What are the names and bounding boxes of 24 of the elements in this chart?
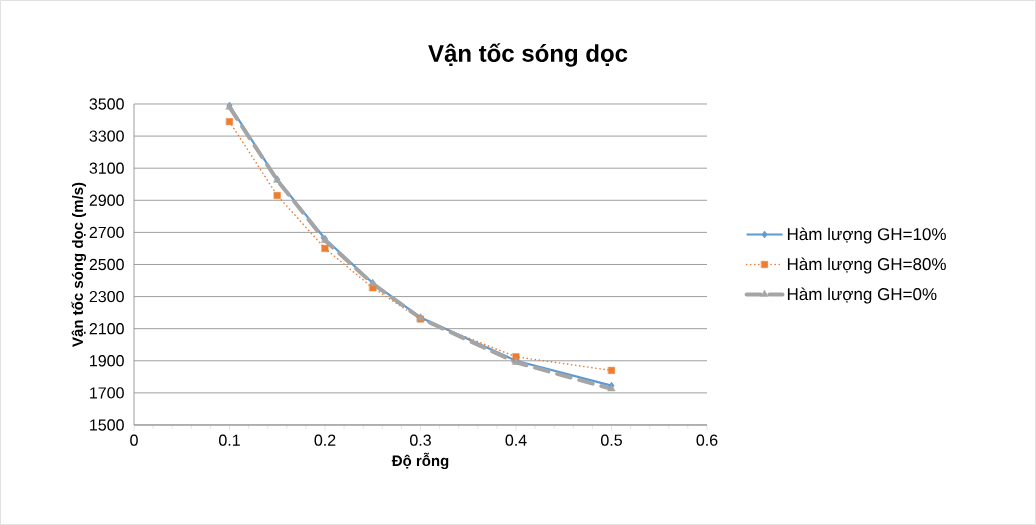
y-axis-title: Vận tốc sóng dọc (m/s) <box>71 182 87 347</box>
legend-label: Hàm lượng GH=80% <box>787 257 946 274</box>
y-tick-label: 1700 <box>90 387 124 399</box>
x-tick-label: 0.2 <box>314 434 336 446</box>
y-tick-label: 2500 <box>89 258 124 271</box>
x-tick-label: 0.1 <box>219 434 240 446</box>
y-tick-label: 2300 <box>89 290 124 303</box>
y-tick-label: 1500 <box>90 419 124 431</box>
y-tick-label: 3500 <box>89 98 124 110</box>
y-tick-label: 3300 <box>89 130 124 142</box>
x-tick-label: 0.4 <box>505 434 527 446</box>
x-tick-label: 0.5 <box>601 434 622 446</box>
y-tick-label: 2700 <box>89 226 124 239</box>
y-tick-label: 1900 <box>90 355 124 367</box>
y-tick-label: 2100 <box>89 323 124 335</box>
x-axis-title: Độ rỗng <box>391 452 449 470</box>
x-tick-label: 0.6 <box>696 434 718 446</box>
x-tick-label: 0 <box>130 434 138 446</box>
x-tick-label: 0.3 <box>410 434 431 446</box>
legend-label: Hàm lượng GH=0% <box>787 287 937 304</box>
legend-label: Hàm lượng GH=10% <box>787 227 946 244</box>
y-tick-label: 2900 <box>89 194 124 206</box>
y-tick-label: 3100 <box>89 162 124 174</box>
chart-title: Vận tốc sóng dọc <box>428 43 628 67</box>
